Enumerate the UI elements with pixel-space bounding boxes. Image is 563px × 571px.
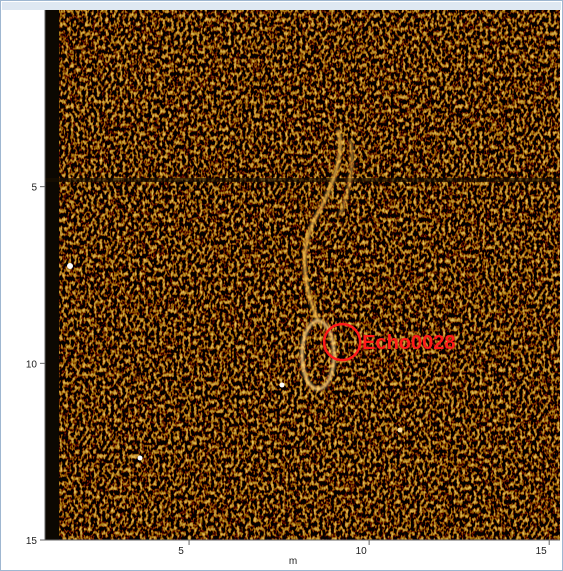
- y-tick-label: 10: [26, 359, 38, 370]
- y-tick-label: 5: [31, 183, 37, 194]
- image-shadow: [45, 10, 59, 540]
- y-tick-label: 15: [26, 536, 38, 547]
- image-band: [45, 178, 560, 182]
- page: m 5101551015Echo0028 (() => { const data…: [0, 0, 563, 571]
- x-axis-label: m: [289, 556, 297, 567]
- speck: [398, 428, 403, 433]
- frame-bar: [2, 2, 561, 10]
- sonar-figure: m 5 10 15 5 10 15 Echo0028: [0, 0, 563, 571]
- speck: [138, 456, 143, 461]
- sonar-image: [45, 10, 560, 540]
- speck: [280, 383, 285, 388]
- x-tick-label: 15: [536, 546, 548, 557]
- target-label: Echo0028: [362, 332, 455, 354]
- image-speckle: [45, 10, 560, 540]
- x-tick-label: 10: [356, 546, 368, 557]
- x-tick-label: 5: [178, 546, 184, 557]
- speck: [67, 263, 73, 269]
